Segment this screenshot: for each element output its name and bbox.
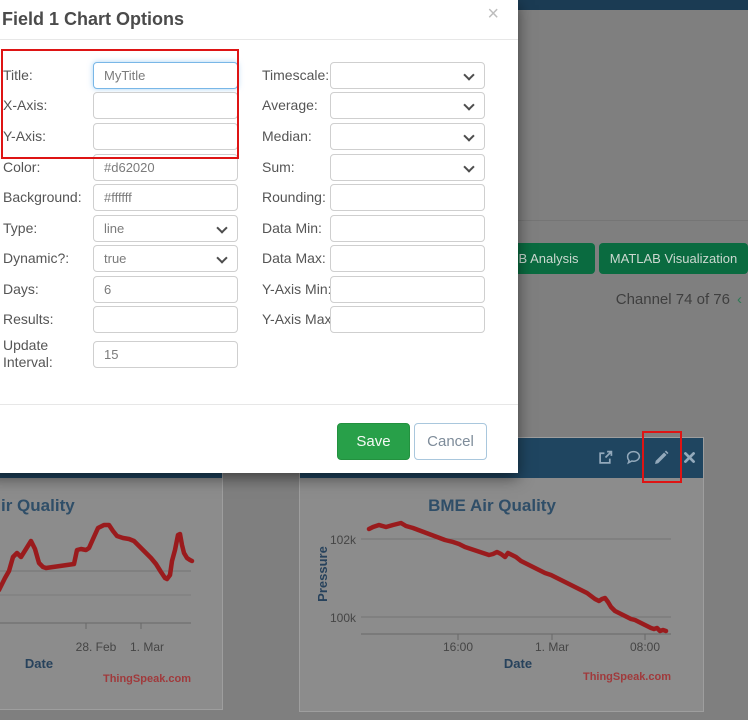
pencil-icon[interactable] — [654, 450, 669, 465]
form-row: Y-Axis Min: — [0, 276, 518, 303]
field-label: Title: — [3, 67, 33, 83]
form-row: Data Min: — [0, 215, 518, 242]
form-row: Y-Axis Max: — [0, 306, 518, 333]
form-row: X-Axis: — [0, 92, 518, 119]
form-row: Sum: — [0, 154, 518, 181]
form-row: Background: — [0, 184, 518, 211]
rounding-input[interactable] — [330, 184, 485, 211]
average-select[interactable] — [330, 92, 485, 119]
channel-pager-text: Channel 74 of 76 — [615, 291, 730, 308]
left-chart: ir Quality 28. Feb 1. Mar Date ThingSpea… — [0, 496, 195, 685]
watermark: ThingSpeak.com — [583, 671, 671, 683]
form-row: Y-Axis: — [0, 123, 518, 150]
field-label: Y-Axis: — [3, 128, 47, 144]
field-label: Type: — [3, 220, 38, 236]
matlab-visualization-button[interactable]: MATLAB Visualization — [599, 243, 748, 274]
field-label: Y-Axis Max: — [262, 311, 336, 327]
y-axis-min-input[interactable] — [330, 276, 485, 303]
field-label: Data Min: — [262, 220, 322, 236]
data-series-line — [0, 522, 195, 593]
field-label: Data Max: — [262, 250, 326, 266]
data-max-input[interactable] — [330, 245, 485, 272]
x-axis-label: Date — [25, 656, 53, 671]
x-axis-label: Date — [504, 656, 532, 671]
field-label: Median: — [262, 128, 312, 144]
y-axis-max-input[interactable] — [330, 306, 485, 333]
comment-icon[interactable] — [626, 450, 641, 465]
select-value: line — [104, 221, 125, 236]
y-tick-label: 102k — [330, 533, 357, 547]
field-label: X-Axis: — [3, 97, 48, 113]
dialog-title: Field 1 Chart Options — [2, 9, 185, 29]
median-select[interactable] — [330, 123, 485, 150]
form-row: Type: line — [0, 215, 518, 242]
x-tick-label: 08:00 — [630, 640, 660, 654]
channel-pager: Channel 74 of 76 ‹ — [616, 291, 742, 308]
y-axis-label: Pressure — [315, 546, 330, 602]
chart-card-left: ir Quality 28. Feb 1. Mar Date ThingSpea… — [0, 437, 223, 710]
data-series-line — [366, 520, 669, 634]
cancel-button[interactable]: Cancel — [414, 423, 487, 460]
form-row: Dynamic?: true — [0, 245, 518, 272]
form-row: Average: — [0, 92, 518, 119]
form-row: Results: — [0, 306, 518, 333]
field-label: Update Interval: — [3, 337, 53, 370]
form-row: Rounding: — [0, 184, 518, 211]
y-axis-input[interactable] — [93, 123, 238, 150]
annotation-rect-pencil-icon — [642, 431, 682, 483]
chart-title: ir Quality — [1, 496, 75, 515]
dialog-close-icon[interactable]: × — [487, 3, 499, 25]
x-axis-input[interactable] — [93, 92, 238, 119]
field-label: Background: — [3, 189, 82, 205]
x-tick-label: 16:00 — [443, 640, 473, 654]
save-button[interactable]: Save — [337, 423, 410, 460]
form-row: Days: — [0, 276, 518, 303]
chevron-left-icon[interactable]: ‹ — [737, 291, 742, 308]
field-label: Color: — [3, 159, 41, 175]
x-tick-label: 1. Mar — [130, 640, 164, 654]
field-label: Results: — [3, 311, 54, 327]
chart-title: BME Air Quality — [428, 496, 556, 515]
field-label: Rounding: — [262, 189, 326, 205]
field-label: Dynamic?: — [3, 250, 70, 266]
close-icon[interactable] — [682, 450, 697, 465]
chevron-down-icon — [463, 161, 475, 173]
sum-select[interactable] — [330, 154, 485, 181]
chevron-down-icon — [463, 130, 475, 142]
field-label: Timescale: — [262, 67, 330, 83]
field-label: Average: — [262, 97, 318, 113]
timescale-select[interactable] — [330, 62, 485, 89]
footer-divider — [0, 404, 518, 405]
x-tick-label: 28. Feb — [76, 640, 117, 654]
select-value: true — [104, 251, 127, 266]
field-label: Days: — [3, 281, 39, 297]
form-row: Median: — [0, 123, 518, 150]
y-tick-label: 100k — [330, 611, 357, 625]
form-row: Timescale: — [0, 62, 518, 89]
data-min-input[interactable] — [330, 215, 485, 242]
type-select[interactable]: line — [93, 215, 238, 242]
x-tick-label: 1. Mar — [535, 640, 569, 654]
form-row: Data Max: — [0, 245, 518, 272]
results-input[interactable] — [93, 306, 238, 333]
field-label: Y-Axis Min: — [262, 281, 332, 297]
dynamic-select[interactable]: true — [93, 245, 238, 272]
header-divider — [0, 39, 518, 40]
external-link-icon[interactable] — [598, 450, 613, 465]
form-row: Title: — [0, 62, 518, 89]
chart-options-dialog: Field 1 Chart Options × Title: X-Axis: Y… — [0, 0, 518, 473]
field-label: Sum: — [262, 159, 295, 175]
background-input[interactable] — [93, 184, 238, 211]
chart-header-icons — [598, 450, 697, 465]
title-input[interactable] — [93, 62, 238, 89]
chevron-down-icon — [463, 69, 475, 81]
annotation-rect-title-fields — [1, 49, 239, 159]
update-interval-input[interactable] — [93, 341, 238, 368]
chevron-down-icon — [463, 99, 475, 111]
watermark: ThingSpeak.com — [103, 673, 191, 685]
form-row: Update Interval: — [0, 337, 518, 370]
days-input[interactable] — [93, 276, 238, 303]
